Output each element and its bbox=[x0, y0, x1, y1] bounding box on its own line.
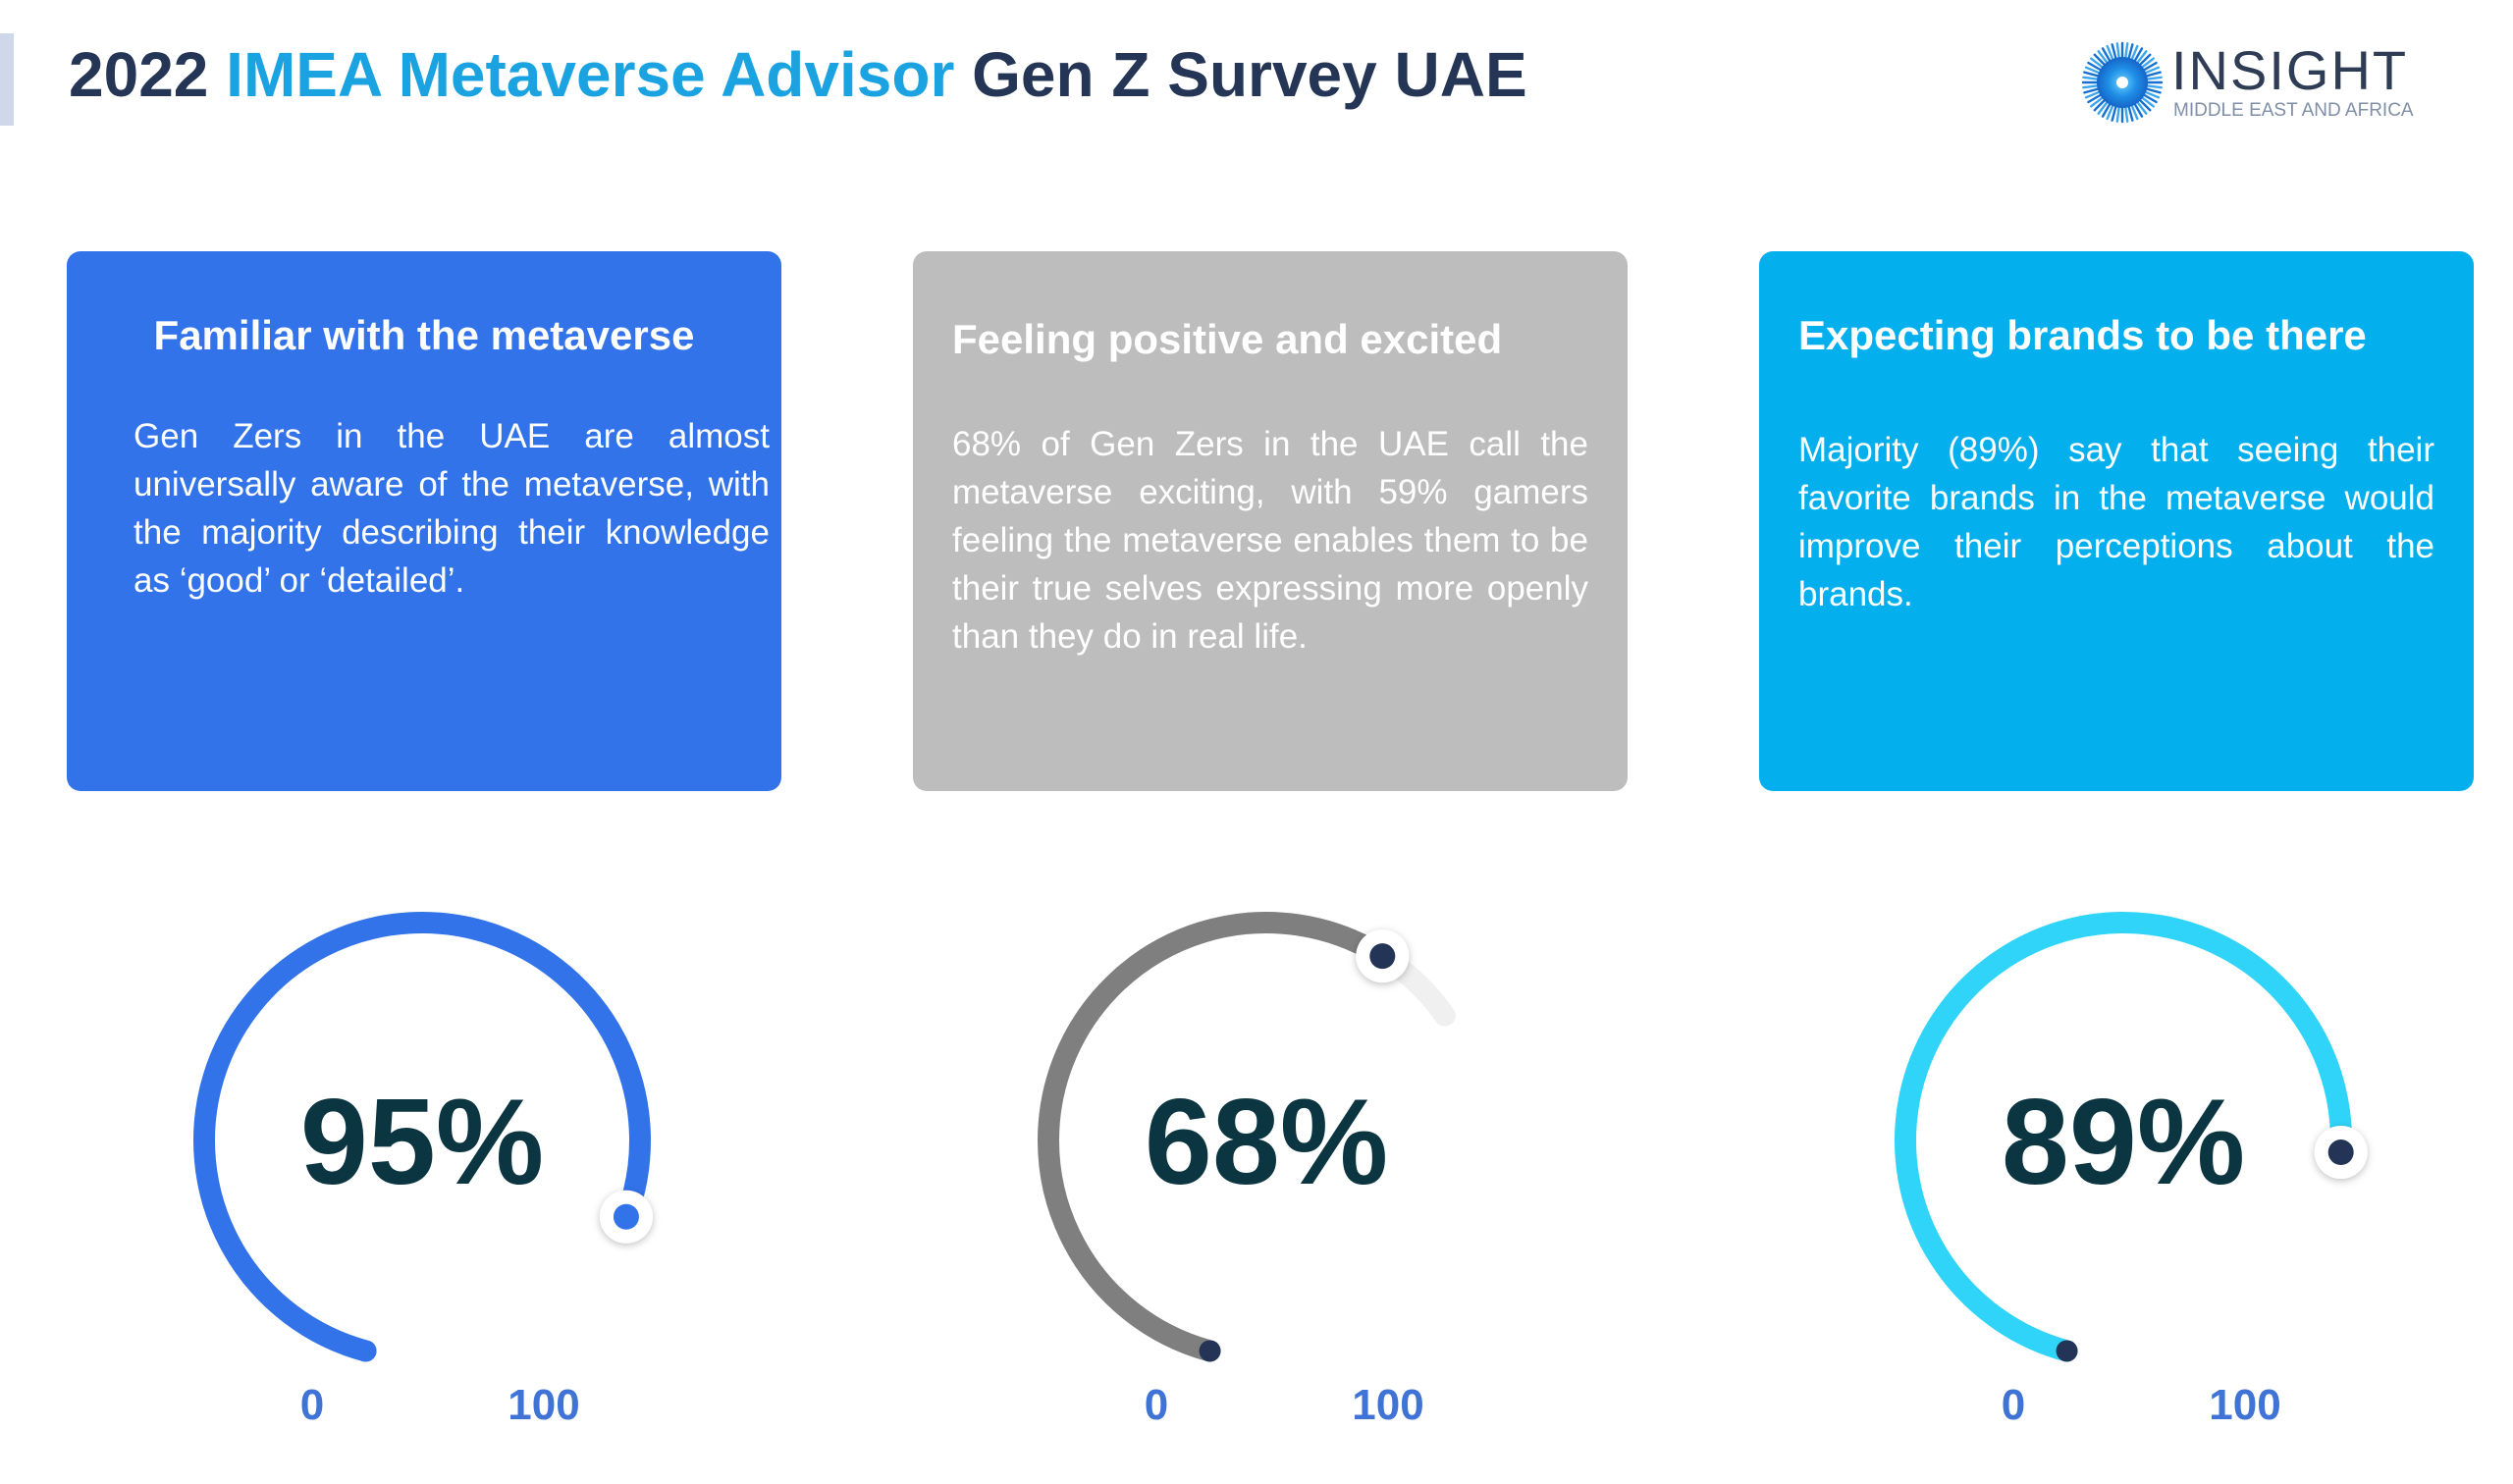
card-body: Majority (89%) say that seeing their fav… bbox=[1798, 431, 2434, 613]
card-brands: Expecting brands to be there Majority (8… bbox=[1759, 251, 2474, 791]
card-heading: Feeling positive and excited bbox=[952, 316, 1503, 362]
title-year: 2022 bbox=[69, 39, 209, 110]
logo-subtitle: MIDDLE EAST AND AFRICA bbox=[2173, 100, 2414, 121]
card-body: Gen Zers in the UAE are almost universal… bbox=[134, 417, 770, 600]
gauge-knob-dot bbox=[1369, 943, 1396, 970]
gauge-knob-dot bbox=[2327, 1140, 2354, 1166]
gauge-value-label: 89% bbox=[2002, 1075, 2245, 1210]
gauge-value-label: 68% bbox=[1145, 1075, 1388, 1210]
gauge-knob-dot bbox=[613, 1203, 639, 1230]
gauge-start-dot bbox=[354, 1340, 377, 1362]
gauge-min-label: 0 bbox=[1145, 1381, 1168, 1429]
card-familiar: Familiar with the metaverse Gen Zers in … bbox=[67, 251, 781, 791]
gauge-max-label: 100 bbox=[1352, 1381, 1423, 1429]
title-rest: Gen Z Survey UAE bbox=[972, 39, 1527, 110]
card-heading: Expecting brands to be there bbox=[1798, 312, 2367, 358]
sunburst-logo-icon bbox=[2081, 41, 2164, 124]
insight-logo: INSIGHT MIDDLE EAST AND AFRICA bbox=[2081, 37, 2415, 135]
gauge-max-label: 100 bbox=[508, 1381, 579, 1429]
gauge-value-arc bbox=[1895, 912, 2353, 1362]
page-title: 2022 IMEA Metaverse Advisor Gen Z Survey… bbox=[69, 35, 1527, 114]
gauge-value-arc bbox=[193, 912, 651, 1362]
card-positive: Feeling positive and excited 68% of Gen … bbox=[913, 251, 1628, 791]
gauge-value-label: 95% bbox=[300, 1075, 544, 1210]
edge-accent-bar bbox=[0, 33, 14, 126]
card-body: 68% of Gen Zers in the UAE call the meta… bbox=[952, 425, 1588, 656]
logo-wordmark: INSIGHT bbox=[2171, 39, 2409, 101]
gauge-max-label: 100 bbox=[2209, 1381, 2280, 1429]
gauge-min-label: 0 bbox=[2002, 1381, 2025, 1429]
card-heading: Familiar with the metaverse bbox=[153, 312, 695, 358]
gauge-min-label: 0 bbox=[300, 1381, 324, 1429]
title-brand: IMEA Metaverse Advisor bbox=[226, 39, 955, 110]
gauge-start-dot bbox=[2056, 1340, 2078, 1362]
gauge-value-arc bbox=[1038, 912, 1394, 1362]
gauge-start-dot bbox=[1199, 1340, 1221, 1362]
